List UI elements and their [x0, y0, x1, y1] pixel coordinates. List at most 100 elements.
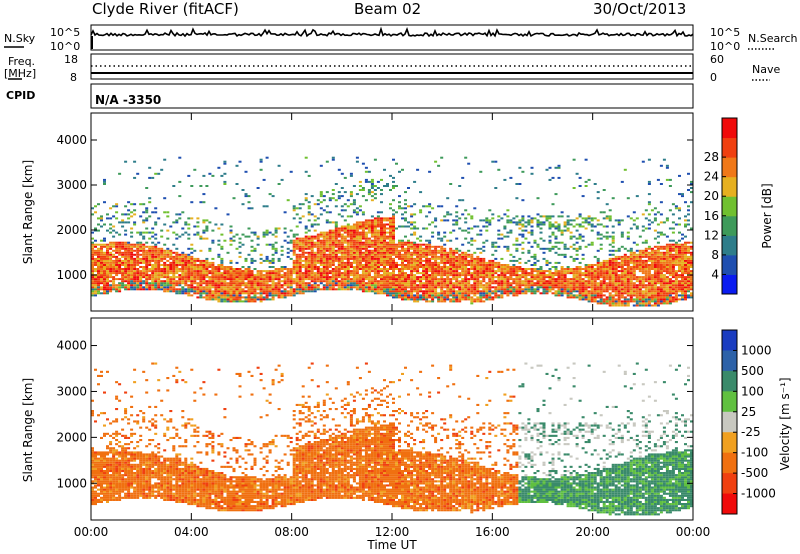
power-cell — [295, 266, 299, 268]
power-cell — [443, 268, 447, 270]
power-cell — [352, 249, 356, 252]
power-cell — [392, 199, 395, 202]
power-cell — [325, 255, 329, 258]
power-cell — [572, 276, 576, 279]
power-cell — [461, 288, 465, 291]
power-cell — [334, 284, 338, 287]
power-cell — [310, 245, 314, 248]
power-cell — [133, 160, 137, 163]
power-cell — [398, 270, 401, 273]
power-cell — [373, 239, 377, 242]
power-cell — [380, 193, 383, 196]
power-cell — [97, 288, 100, 291]
power-cell — [139, 203, 143, 206]
power-cell — [358, 282, 362, 285]
power-cell — [322, 249, 326, 252]
power-cell — [157, 288, 161, 291]
power-cell — [328, 231, 332, 234]
power-cell — [407, 282, 410, 285]
power-cell — [328, 237, 332, 240]
power-cell — [121, 261, 125, 264]
power-cell — [370, 223, 374, 226]
power-cell — [202, 266, 206, 268]
power-cell — [325, 284, 329, 287]
power-cell — [211, 268, 215, 270]
power-cell — [476, 274, 480, 277]
power-cell — [407, 290, 410, 293]
power-cell — [274, 286, 278, 289]
power-cell — [370, 239, 374, 242]
power-cell — [145, 217, 149, 220]
power-cell — [449, 259, 453, 262]
power-cell — [301, 292, 305, 295]
power-cell — [473, 276, 477, 279]
power-cell — [319, 276, 323, 279]
power-cell — [386, 278, 389, 281]
power-cell — [340, 284, 344, 287]
power-cell — [166, 253, 170, 256]
power-cell — [136, 270, 140, 273]
power-cell — [235, 183, 239, 185]
power-cell — [214, 207, 218, 210]
power-cell — [575, 294, 579, 297]
power-cell — [100, 266, 103, 268]
power-cell — [298, 286, 302, 289]
power-cell — [361, 225, 365, 228]
power-cell — [419, 280, 423, 283]
power-cell — [127, 280, 131, 283]
power-cell — [217, 274, 221, 277]
power-cell — [343, 241, 347, 244]
power-cell — [262, 235, 266, 238]
power-cell — [482, 241, 486, 244]
power-cell — [437, 205, 441, 208]
power-cell — [434, 266, 438, 268]
power-cell — [599, 288, 603, 291]
power-cell — [91, 243, 94, 246]
power-cell — [476, 259, 480, 262]
power-cell — [470, 239, 474, 242]
power-cell — [623, 268, 627, 270]
power-cell — [154, 251, 158, 254]
power-cell — [551, 215, 555, 218]
power-cell — [331, 241, 335, 244]
power-cell — [145, 245, 149, 248]
power-cell — [596, 294, 600, 297]
power-cell — [352, 241, 356, 244]
power-cell — [503, 284, 507, 287]
power-cell — [355, 251, 359, 254]
power-cell — [196, 278, 200, 281]
power-cell — [325, 219, 329, 222]
power-cell — [337, 231, 341, 234]
power-cell — [223, 183, 227, 185]
power-cell — [536, 268, 540, 270]
power-cell — [283, 211, 287, 214]
power-cell — [313, 253, 317, 256]
power-cell — [590, 298, 594, 301]
power-cell — [479, 266, 483, 268]
power-cell — [443, 249, 447, 252]
power-cell — [292, 282, 296, 285]
power-cell — [380, 229, 383, 232]
power-cell — [190, 288, 194, 291]
power-cell — [292, 290, 296, 293]
power-cell — [178, 280, 182, 283]
power-cell — [461, 282, 465, 285]
power-cell — [431, 249, 435, 252]
power-cell — [509, 176, 513, 179]
power-cell — [632, 251, 636, 254]
power-cell — [349, 225, 353, 228]
power-cell — [133, 270, 137, 273]
power-cell — [370, 243, 374, 246]
power-cell — [313, 215, 317, 218]
power-cell — [578, 247, 582, 250]
power-cell — [205, 229, 209, 232]
power-cell — [389, 257, 392, 260]
power-cell — [343, 239, 347, 242]
power-cell — [355, 235, 359, 238]
power-cell — [440, 292, 444, 295]
power-cell — [214, 294, 218, 297]
power-cell — [587, 286, 591, 289]
power-cell — [542, 282, 546, 285]
power-cell — [106, 213, 109, 216]
power-cell — [142, 274, 146, 277]
